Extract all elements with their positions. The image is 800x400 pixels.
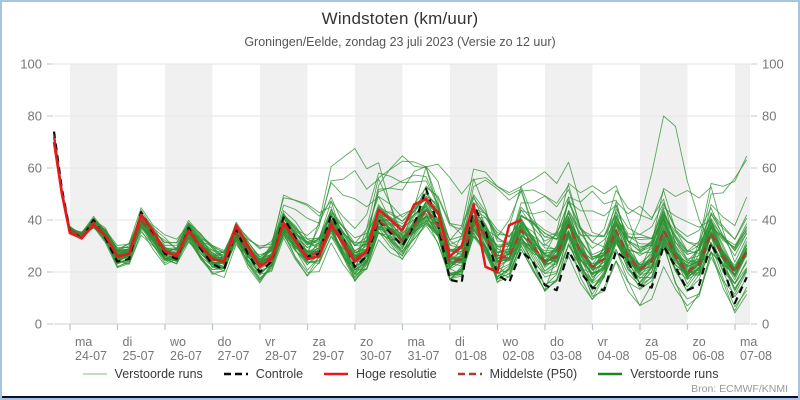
x-date-label: 06-08: [693, 349, 725, 363]
ensemble-member-line: [53, 131, 748, 289]
x-day-of-week-label: di: [123, 335, 133, 349]
legend-item-2: Hoge resolutie: [323, 367, 437, 381]
y-axis-label-left: 60: [28, 161, 42, 176]
x-day-of-week-label: di: [455, 335, 465, 349]
source-attribution: Bron: ECMWF/KNMI: [691, 383, 788, 395]
x-day-of-week-label: ma: [75, 335, 92, 349]
legend-label: Verstoorde runs: [630, 367, 719, 381]
x-day-of-week-label: wo: [169, 335, 186, 349]
day-band: [545, 64, 593, 324]
y-axis-label-right: 100: [762, 57, 784, 72]
x-date-label: 29-07: [313, 349, 345, 363]
x-date-label: 07-08: [740, 349, 772, 363]
ensemble-member-line: [53, 131, 748, 307]
day-band: [260, 64, 308, 324]
legend-item-3: Middelste (P50): [457, 367, 578, 381]
x-date-label: 01-08: [455, 349, 487, 363]
legend-line-swatch: [598, 372, 623, 376]
x-day-of-week-label: za: [645, 335, 658, 349]
x-date-label: 30-07: [360, 349, 392, 363]
x-day-of-week-label: ma: [740, 335, 757, 349]
x-day-of-week-label: do: [218, 335, 232, 349]
day-band: [70, 64, 118, 324]
legend-line-swatch: [324, 372, 349, 376]
high-resolution-line: [52, 141, 522, 274]
x-day-of-week-label: vr: [265, 335, 275, 349]
y-axis-label-left: 40: [28, 213, 42, 228]
x-date-label: 05-08: [645, 349, 677, 363]
x-day-of-week-label: zo: [693, 335, 706, 349]
chart-legend: Verstoorde runs Controle Hoge resolutie Mid…: [2, 364, 798, 384]
legend-item-1: Controle: [223, 367, 303, 381]
x-day-of-week-label: za: [313, 335, 326, 349]
page-title: Windstoten (km/uur): [321, 9, 479, 28]
x-date-label: 26-07: [170, 349, 202, 363]
y-axis-label-right: 80: [762, 109, 776, 124]
day-band: [355, 64, 403, 324]
day-band: [450, 64, 498, 324]
day-band: [165, 64, 213, 324]
y-axis-label-left: 80: [28, 109, 42, 124]
x-day-of-week-label: do: [550, 335, 564, 349]
x-date-label: 03-08: [550, 349, 582, 363]
legend-item-4: Verstoorde runs: [597, 367, 718, 381]
x-date-label: 24-07: [75, 349, 107, 363]
y-axis-label-right: 0: [762, 317, 769, 332]
legend-item-0: Verstoorde runs: [82, 367, 203, 381]
legend-line-swatch: [82, 373, 107, 375]
ensemble-member-line: [53, 131, 748, 281]
y-axis-label-right: 20: [762, 265, 776, 280]
x-day-of-week-label: zo: [360, 335, 373, 349]
legend-label: Middelste (P50): [489, 367, 578, 381]
y-axis-label-left: 100: [20, 57, 42, 72]
ensemble-member-line: [53, 131, 748, 269]
x-date-label: 27-07: [218, 349, 250, 363]
legend-label: Hoge resolutie: [356, 367, 437, 381]
y-axis-label-right: 40: [762, 213, 776, 228]
x-date-label: 02-08: [503, 349, 535, 363]
chart-subtitle: Groningen/Eelde, zondag 23 juli 2023 (Ve…: [244, 35, 556, 49]
x-date-label: 31-07: [408, 349, 440, 363]
x-date-label: 25-07: [123, 349, 155, 363]
bottom-border-bar: [2, 396, 798, 398]
y-axis-label-left: 20: [28, 265, 42, 280]
x-day-of-week-label: ma: [408, 335, 425, 349]
y-axis-label-left: 0: [35, 317, 42, 332]
legend-line-swatch: [457, 372, 482, 376]
x-date-label: 28-07: [265, 349, 297, 363]
x-day-of-week-label: wo: [502, 335, 519, 349]
legend-label: Controle: [255, 367, 304, 381]
x-date-label: 04-08: [598, 349, 630, 363]
x-day-of-week-label: vr: [598, 335, 608, 349]
legend-line-swatch: [223, 372, 248, 376]
legend-label: Verstoorde runs: [114, 367, 203, 381]
y-axis-label-right: 60: [762, 161, 776, 176]
